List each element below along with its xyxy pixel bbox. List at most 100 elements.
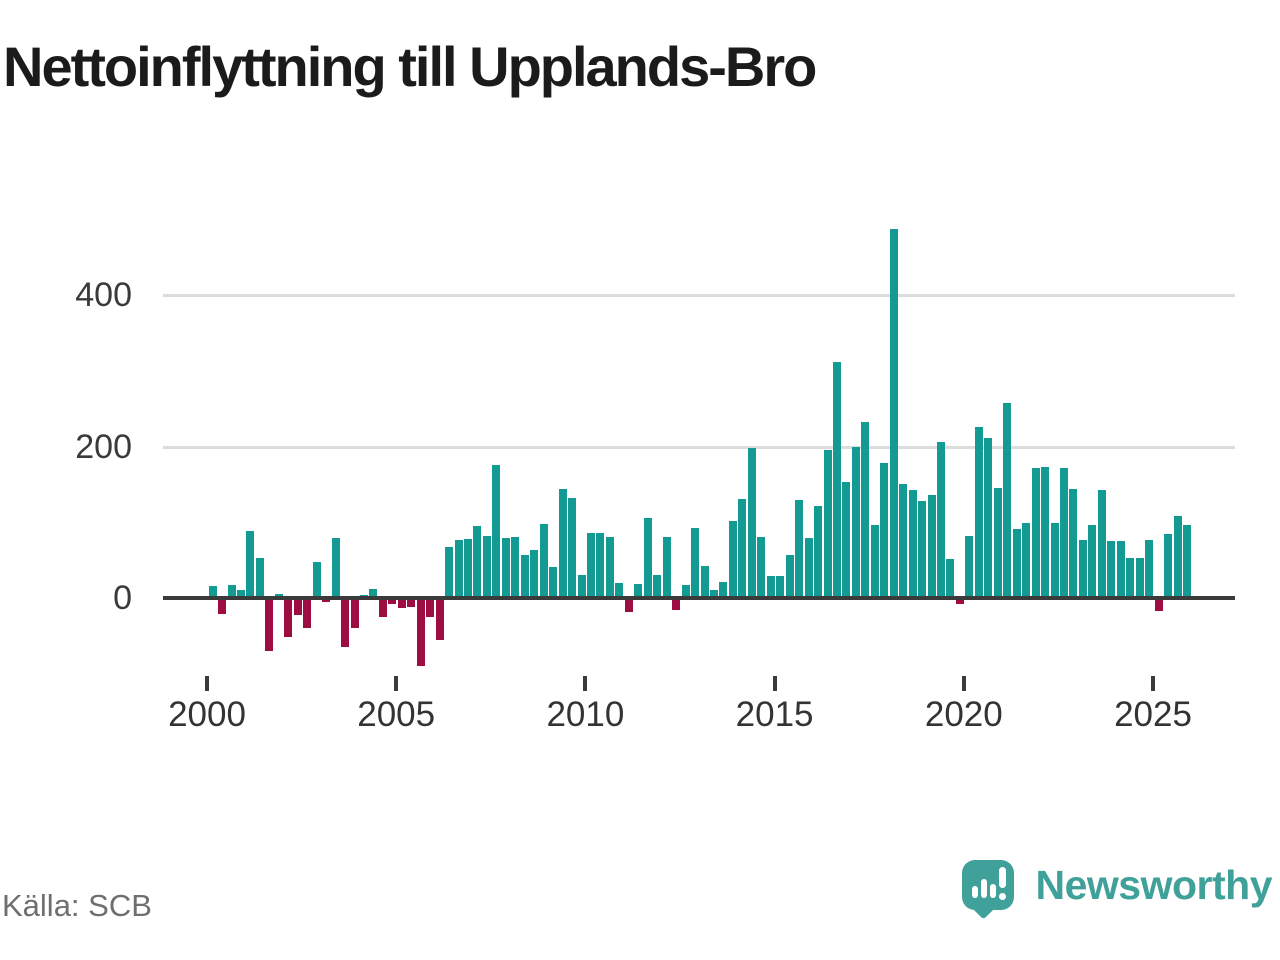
gridline-200: [163, 445, 1235, 449]
y-axis-label-0: 0: [113, 579, 132, 617]
mini-bar-icon: [971, 886, 978, 898]
bar-2017-q3: [870, 524, 879, 598]
x-axis-label-2020: 2020: [924, 695, 1003, 734]
bar-2021-q3: [1022, 523, 1031, 598]
bar-2009-q2: [558, 488, 567, 598]
bar-2006-q2: [445, 547, 454, 598]
bar-2005-q2: [407, 598, 416, 608]
bar-2003-q3: [341, 598, 350, 648]
bar-2019-q3: [946, 559, 955, 598]
bar-2006-q3: [454, 539, 463, 598]
bar-2000-q2: [218, 598, 227, 614]
source-label: Källa: SCB: [2, 888, 152, 923]
bar-2011-q3: [643, 517, 652, 598]
bar-2018-q2: [899, 484, 908, 598]
bar-2021-q2: [1012, 529, 1021, 598]
bar-2021-q4: [1031, 467, 1040, 598]
bar-2022-q3: [1060, 467, 1068, 598]
newsworthy-branding: Newsworthy: [961, 860, 1273, 920]
x-axis-tick-2025: [1151, 676, 1155, 691]
bar-2008-q3: [530, 549, 539, 598]
bar-2023-q3: [1097, 490, 1106, 598]
bar-2003-q4: [350, 598, 359, 629]
bar-2018-q1: [889, 229, 898, 598]
bar-2002-q4: [312, 561, 321, 598]
bar-2017-q4: [880, 463, 889, 598]
bar-2023-q2: [1088, 525, 1097, 598]
page-title: Nettoinflyttning till Upplands-Bro: [3, 35, 817, 98]
bar-2019-q4: [955, 598, 964, 605]
exclamation-dot-icon: [998, 893, 1006, 900]
bar-2012-q3: [681, 585, 690, 598]
bar-2013-q2: [709, 590, 718, 598]
bar-2015-q1: [776, 576, 785, 598]
bar-2018-q3: [908, 489, 917, 598]
x-axis-label-2025: 2025: [1114, 695, 1192, 734]
bar-2013-q1: [700, 566, 709, 598]
bar-2012-q2: [672, 598, 681, 611]
x-axis-tick-2000: [205, 676, 209, 691]
bar-2015-q4: [804, 538, 813, 598]
bar-2013-q4: [728, 520, 737, 598]
x-axis-tick-2005: [394, 676, 399, 691]
bar-2016-q3: [832, 361, 841, 598]
bar-2022-q2: [1050, 523, 1059, 598]
bar-2001-q3: [265, 598, 274, 652]
bar-2001-q2: [255, 557, 264, 598]
bar-2006-q4: [464, 538, 473, 598]
bar-2005-q4: [426, 598, 435, 617]
bar-2000-q4: [236, 590, 245, 598]
exclamation-icon: [998, 867, 1006, 888]
x-axis-tick-2020: [961, 676, 966, 691]
mini-bar-icon: [980, 879, 987, 898]
bar-2016-q4: [842, 482, 851, 598]
bar-2015-q3: [795, 499, 804, 598]
bar-2014-q2: [747, 448, 756, 598]
bar-2025-q3: [1173, 516, 1182, 598]
bar-2022-q1: [1041, 466, 1050, 598]
bar-2020-q2: [974, 426, 983, 598]
bar-2005-q1: [397, 598, 406, 608]
bar-2008-q1: [511, 536, 520, 598]
bar-2003-q2: [331, 538, 340, 598]
bar-2023-q1: [1078, 540, 1087, 598]
bar-2024-q1: [1116, 541, 1125, 598]
bar-2025-q1: [1154, 598, 1163, 611]
newsworthy-wordmark: Newsworthy: [1035, 861, 1273, 908]
bar-2007-q2: [482, 535, 491, 598]
bar-2000-q3: [227, 585, 236, 598]
bar-2005-q3: [416, 598, 425, 667]
bar-2025-q2: [1164, 534, 1173, 598]
bar-2015-q2: [785, 554, 794, 598]
bar-2024-q3: [1135, 557, 1144, 598]
x-axis-tick-2010: [583, 676, 588, 691]
bar-2002-q2: [293, 598, 302, 616]
bar-2014-q3: [757, 536, 766, 598]
bar-2010-q4: [615, 582, 624, 598]
bar-2002-q3: [303, 598, 312, 629]
bar-2009-q1: [549, 566, 558, 598]
bar-2009-q3: [568, 498, 577, 598]
bar-2008-q2: [520, 554, 529, 598]
bar-2004-q2: [369, 588, 378, 598]
bar-2024-q2: [1126, 557, 1135, 598]
bar-2020-q1: [965, 535, 974, 598]
bar-2019-q2: [937, 441, 946, 598]
bar-2007-q3: [492, 465, 501, 598]
gridline-400: [163, 294, 1235, 297]
bar-2020-q4: [993, 488, 1002, 598]
speech-bubble: [961, 860, 1014, 910]
bar-2018-q4: [918, 501, 927, 598]
x-axis-label-2005: 2005: [357, 695, 436, 734]
bar-2022-q4: [1069, 488, 1078, 598]
bar-2021-q1: [1003, 403, 1012, 598]
bar-2007-q1: [473, 526, 482, 598]
bar-2009-q4: [577, 575, 586, 598]
bar-2023-q4: [1107, 541, 1116, 598]
bar-2017-q2: [861, 421, 870, 598]
bar-2012-q4: [691, 528, 700, 598]
bar-2010-q3: [605, 536, 614, 598]
bar-2024-q4: [1145, 540, 1154, 598]
bar-2010-q1: [587, 532, 595, 598]
